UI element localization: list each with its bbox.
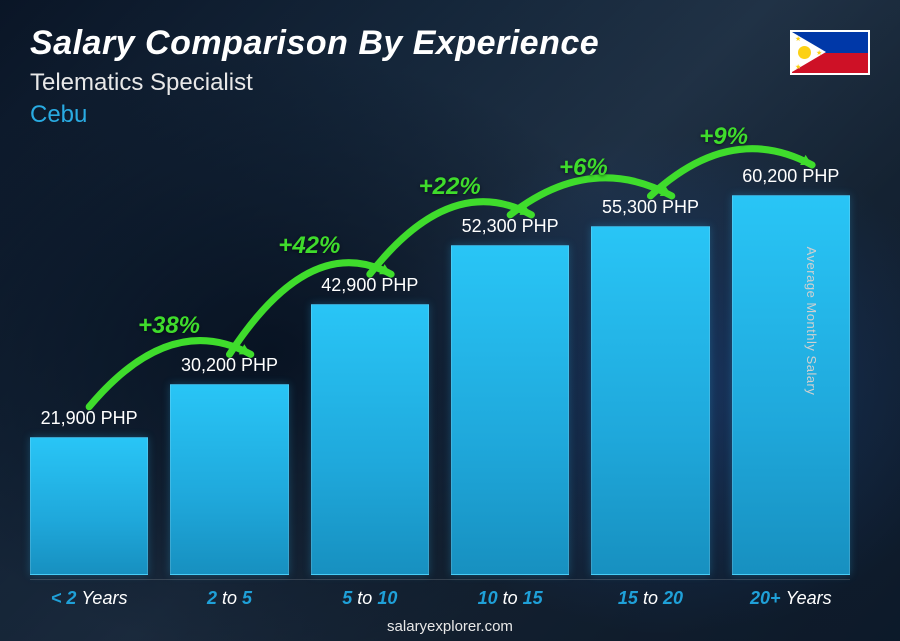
flag-icon: ★ ★ ★: [790, 30, 870, 75]
bars-container: 21,900 PHP30,200 PHP42,900 PHP52,300 PHP…: [30, 150, 850, 575]
bar: [732, 195, 850, 575]
bar: [30, 437, 148, 575]
bar-slot: 52,300 PHP: [451, 245, 569, 575]
x-axis-label: < 2 Years: [30, 588, 148, 609]
growth-label: +22%: [419, 173, 481, 201]
bar: [311, 304, 429, 575]
bar-slot: 60,200 PHP: [732, 195, 850, 575]
bar-value-label: 30,200 PHP: [147, 355, 313, 376]
header: Salary Comparison By Experience Telemati…: [30, 24, 870, 129]
x-axis: < 2 Years 2 to 5 5 to 10 10 to 15 15 to 20 20…: [30, 579, 850, 609]
x-axis-label: 15 to 20: [591, 588, 709, 609]
bar-slot: 42,900 PHP: [311, 304, 429, 575]
chart-area: 21,900 PHP30,200 PHP42,900 PHP52,300 PHP…: [30, 150, 850, 575]
y-axis-label: Average Monthly Salary: [804, 246, 819, 395]
bar-value-label: 21,900 PHP: [6, 408, 172, 429]
bar: [591, 226, 709, 575]
chart-title: Salary Comparison By Experience: [30, 24, 870, 63]
footer-attribution: salaryexplorer.com: [0, 618, 900, 635]
growth-label: +42%: [278, 232, 340, 260]
bar-value-label: 60,200 PHP: [708, 166, 874, 187]
container: Salary Comparison By Experience Telemati…: [0, 0, 900, 641]
growth-label: +9%: [699, 123, 748, 151]
growth-label: +6%: [559, 154, 608, 182]
x-axis-label: 2 to 5: [170, 588, 288, 609]
growth-label: +38%: [138, 312, 200, 340]
bar-slot: 30,200 PHP: [170, 384, 288, 575]
bar-value-label: 52,300 PHP: [427, 216, 593, 237]
bar-slot: 21,900 PHP: [30, 437, 148, 575]
x-axis-label: 5 to 10: [311, 588, 429, 609]
x-axis-label: 10 to 15: [451, 588, 569, 609]
x-axis-label: 20+ Years: [732, 588, 850, 609]
bar-slot: 55,300 PHP: [591, 226, 709, 575]
bar: [451, 245, 569, 575]
bar-value-label: 55,300 PHP: [568, 197, 734, 218]
chart-subtitle: Telematics Specialist: [30, 69, 870, 97]
bar-value-label: 42,900 PHP: [287, 275, 453, 296]
bar: [170, 384, 288, 575]
